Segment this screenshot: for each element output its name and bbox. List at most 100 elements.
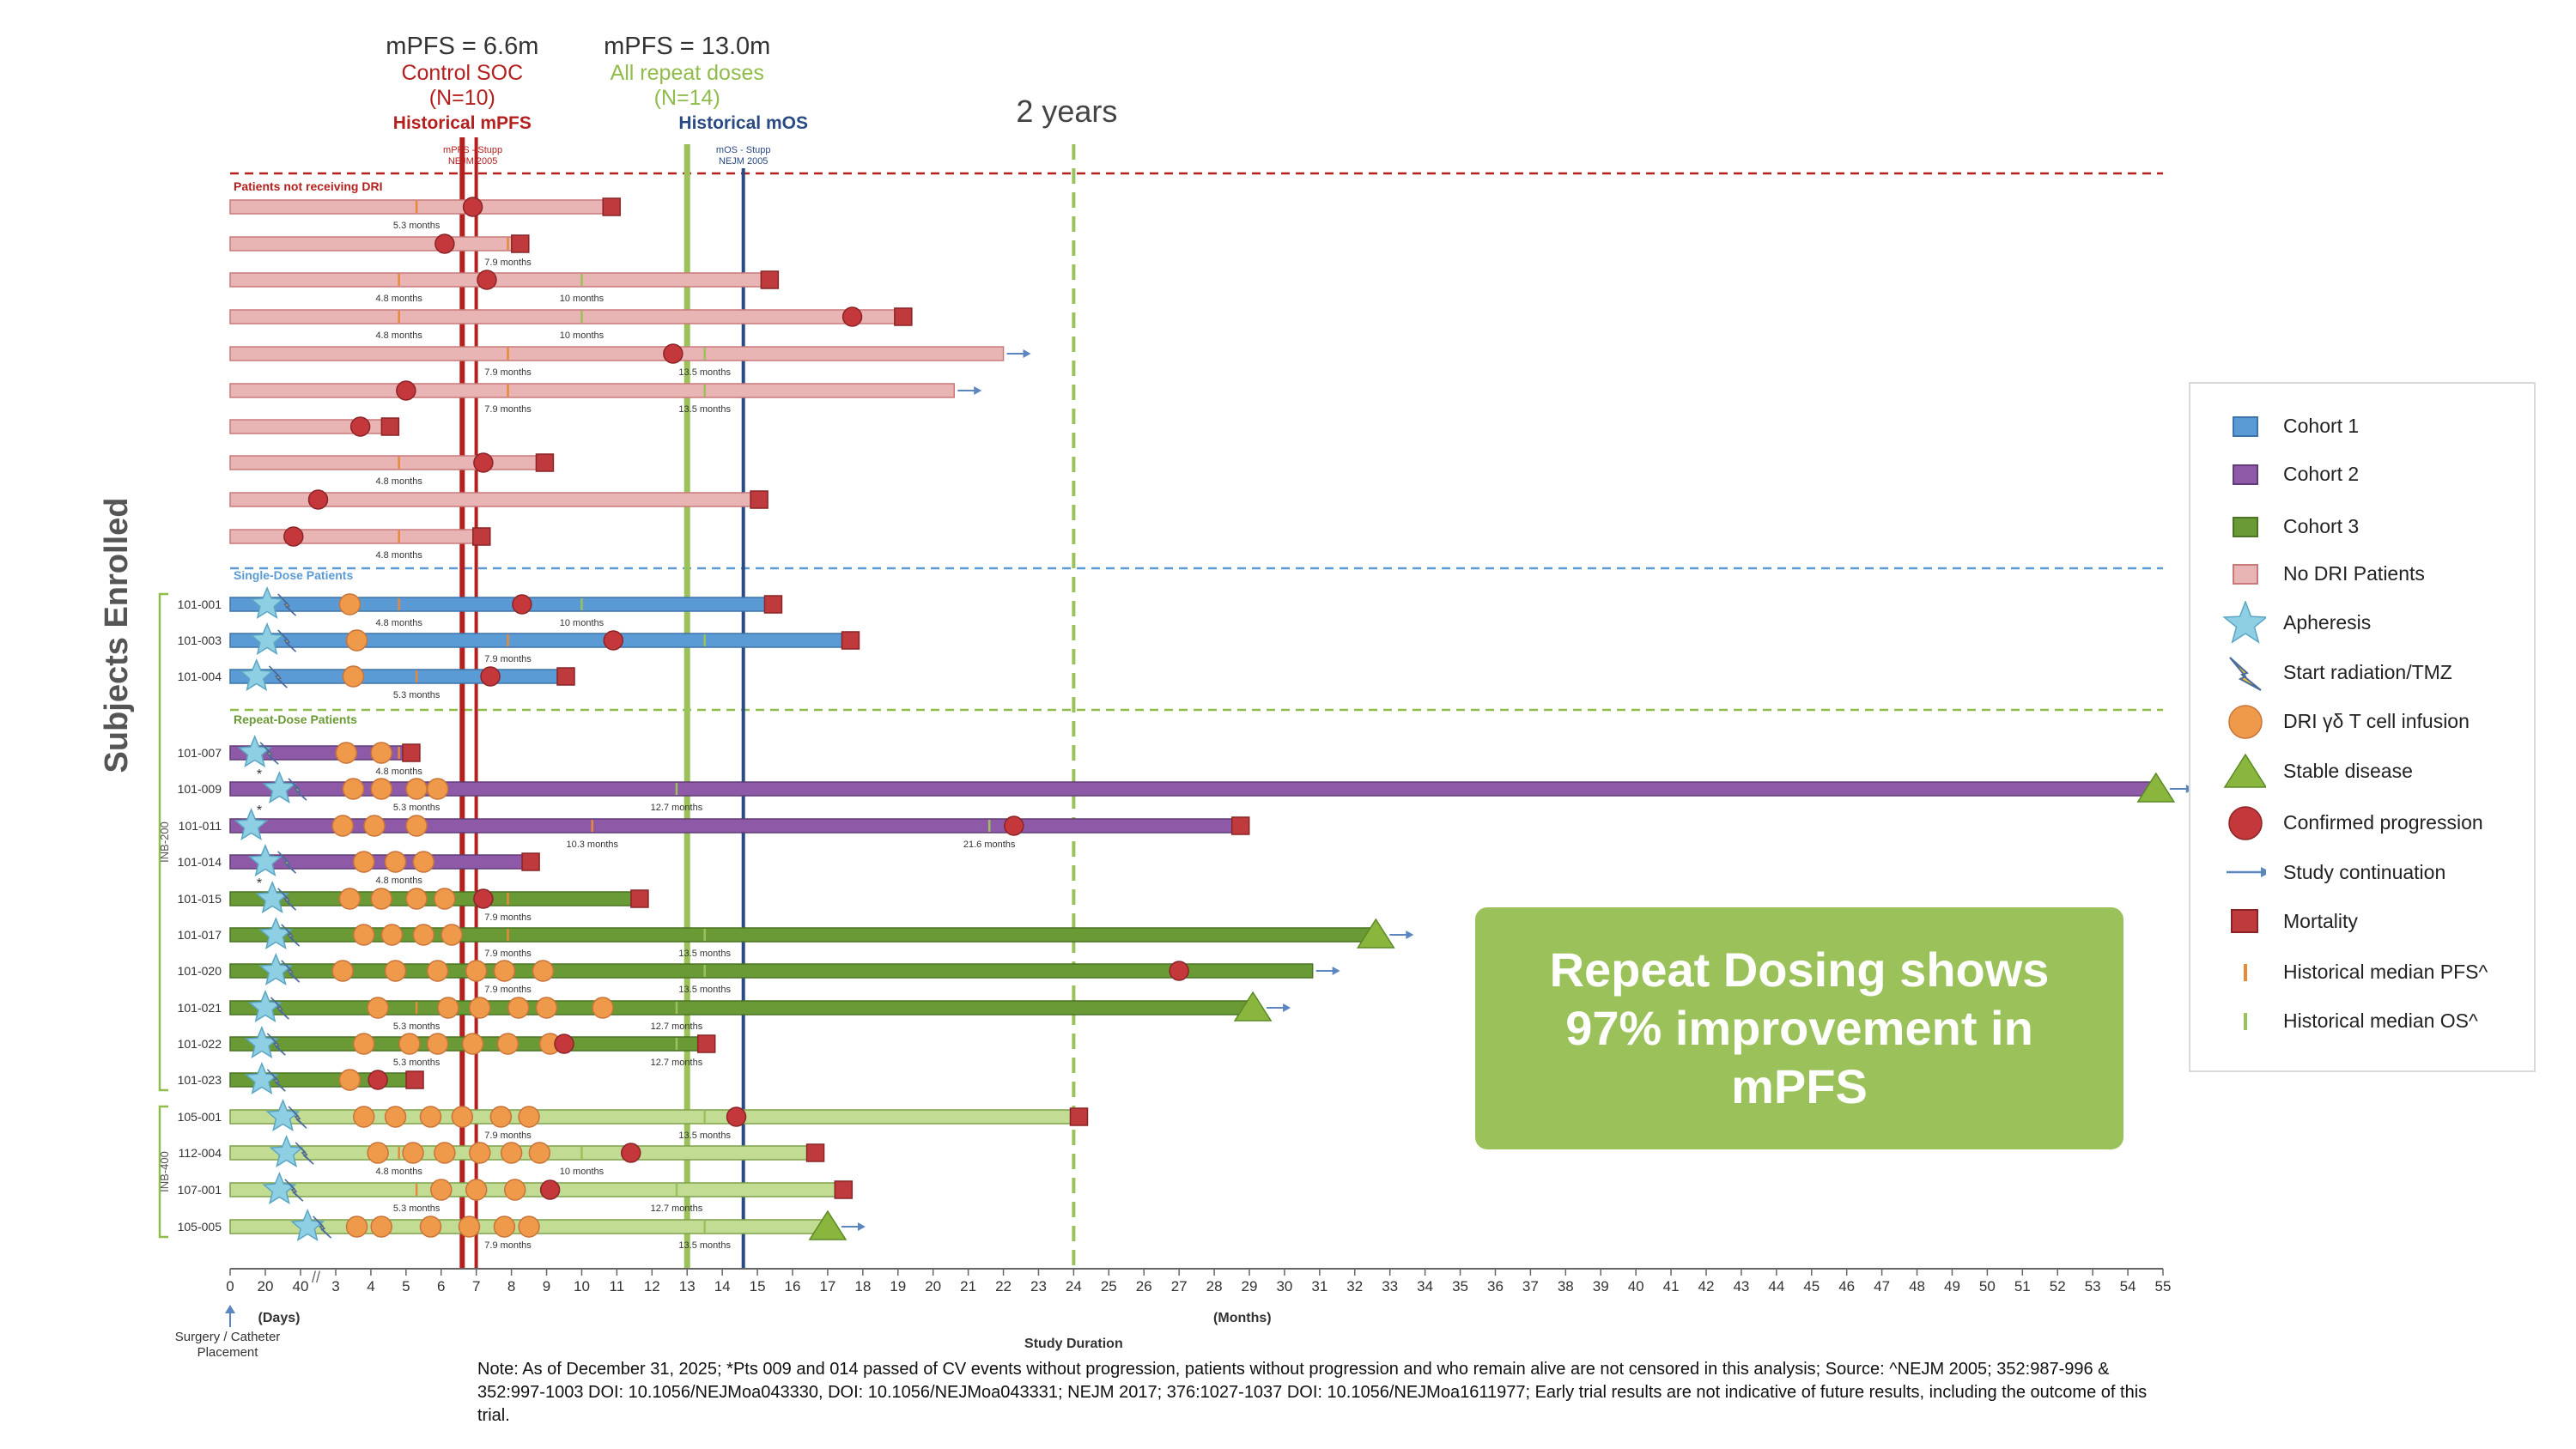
x-tick-label-months: 27 — [1171, 1278, 1188, 1294]
radiation-bolt-icon — [266, 1033, 286, 1056]
stable-triangle-icon-shape — [2223, 753, 2266, 788]
duration-annotation: 10 months — [560, 1167, 605, 1177]
infusion-circle — [338, 1069, 361, 1091]
legend-label: Cohort 2 — [2283, 462, 2360, 485]
duration-annotation: 10 months — [560, 330, 605, 341]
x-tick-label-months: 18 — [854, 1278, 871, 1294]
row-label: 112-004 — [179, 1146, 222, 1160]
duration-annotation: 7.9 months — [484, 258, 532, 268]
duration-annotation: 5.3 months — [393, 221, 440, 231]
apheresis-star-icon — [262, 771, 297, 803]
patient-bar — [229, 597, 773, 612]
x-tick-label-months: 10 — [574, 1278, 590, 1294]
duration-annotation: 5.3 months — [393, 1022, 440, 1032]
infusion-circle — [335, 742, 358, 764]
apheresis-star-icon — [255, 881, 290, 913]
duration-annotation: 12.7 months — [651, 1058, 703, 1068]
x-tick-label-months: 51 — [2014, 1278, 2031, 1294]
infusion-circle — [426, 1033, 449, 1055]
legend: Cohort 1 Cohort 2 Cohort 3 No DRI Patients A… — [2189, 382, 2536, 1072]
x-tick-label-months: 54 — [2120, 1278, 2136, 1294]
legend-item: DRI γδ T cell infusion — [2190, 700, 2534, 743]
legend-label: Cohort 3 — [2283, 514, 2360, 537]
infusion-circle — [384, 1106, 407, 1128]
patient-bar — [229, 781, 2157, 797]
apheresis-star-icon — [237, 735, 272, 767]
infusion-circle — [331, 815, 354, 837]
infusion-circle-icon — [2228, 705, 2263, 739]
apheresis-star-icon — [248, 844, 283, 876]
repeat-n: (N=14) — [654, 86, 720, 110]
legend-item: Apheresis — [2190, 601, 2534, 644]
mortality-square-icon — [805, 1143, 825, 1162]
mortality-square-icon — [750, 490, 769, 509]
x-tick-label-months: 31 — [1311, 1278, 1327, 1294]
radiation-bolt-icon — [288, 1106, 307, 1129]
infusion-circle — [412, 851, 435, 873]
progression-circle — [349, 416, 371, 437]
infusion-circle — [384, 851, 407, 873]
row-label: 105-001 — [178, 1110, 222, 1124]
x-tick-label-months: 29 — [1242, 1278, 1258, 1294]
mortality-square-icon — [511, 234, 530, 253]
x-tick-label-months: 19 — [890, 1278, 906, 1294]
surgery-arrow-head — [225, 1305, 235, 1313]
apheresis-star-icon — [265, 1099, 301, 1131]
arrow-head — [1023, 349, 1031, 358]
duration-annotation: 7.9 months — [484, 404, 532, 415]
x-tick-label-months: 36 — [1487, 1278, 1504, 1294]
cohort1-swatch-shape — [2233, 416, 2258, 437]
patient-bar — [229, 455, 544, 470]
progression-circle — [841, 306, 863, 327]
x-tick-label-months: 52 — [2050, 1278, 2066, 1294]
infusion-circle — [338, 593, 361, 615]
infusion-circle — [345, 1216, 368, 1238]
row-label: 105-005 — [178, 1220, 222, 1234]
infusion-circle — [367, 997, 389, 1019]
infusion-circle — [518, 1106, 540, 1128]
infusion-circle — [380, 924, 404, 946]
x-tick-label-months: 28 — [1206, 1278, 1223, 1294]
duration-annotation: 13.5 months — [678, 949, 731, 959]
two-years-label: 2 years — [1016, 94, 1117, 129]
mortality-square-icon — [696, 1034, 716, 1053]
group-label: INB-200 — [158, 822, 171, 863]
infusion-circle — [370, 742, 392, 764]
row-label: 101-017 — [178, 928, 222, 942]
duration-annotation: 5.3 months — [393, 690, 440, 700]
radiation-bolt-icon — [277, 851, 297, 874]
stable-triangle-icon — [1356, 918, 1395, 949]
x-tick-label-months: 20 — [925, 1278, 941, 1294]
patient-bar — [229, 346, 1005, 361]
duration-annotation: 4.8 months — [375, 767, 422, 777]
no-dri-swatch-shape — [2233, 564, 2258, 585]
radiation-bolt-icon — [313, 1216, 332, 1239]
apheresis-star-icon — [244, 1026, 279, 1058]
infusion-circle — [370, 1216, 392, 1238]
x-tick-label-months: 8 — [507, 1278, 515, 1294]
duration-annotation: 7.9 months — [484, 1240, 532, 1251]
row-label: 101-015 — [178, 892, 222, 906]
infusion-circle — [352, 1106, 375, 1128]
infusion-circle — [352, 851, 375, 873]
x-tick-label-months: 46 — [1838, 1278, 1855, 1294]
x-tick-label-months: 11 — [610, 1278, 625, 1294]
apheresis-star-icon — [250, 622, 284, 655]
infusion-circle — [384, 960, 407, 982]
infusion-circle — [419, 1106, 442, 1128]
x-tick-label-months: 41 — [1663, 1278, 1680, 1294]
continuation-arrow-icon-shape — [2261, 867, 2266, 877]
mortality-square-icon — [630, 889, 649, 908]
legend-label: Mortality — [2283, 909, 2358, 932]
duration-annotation: 12.7 months — [651, 1203, 703, 1214]
duration-annotation: 10 months — [560, 618, 605, 628]
x-tick-label-months: 5 — [402, 1278, 410, 1294]
duration-annotation: 4.8 months — [375, 618, 422, 628]
legend-label: Start radiation/TMZ — [2283, 660, 2452, 683]
cohort2-swatch-shape — [2233, 464, 2258, 485]
radiation-bolt-icon — [284, 1179, 304, 1202]
stable-triangle-icon — [808, 1210, 848, 1240]
x-tick-label-months: 32 — [1346, 1278, 1363, 1294]
apheresis-star-icon — [2222, 601, 2266, 644]
progression-circle — [477, 270, 497, 290]
